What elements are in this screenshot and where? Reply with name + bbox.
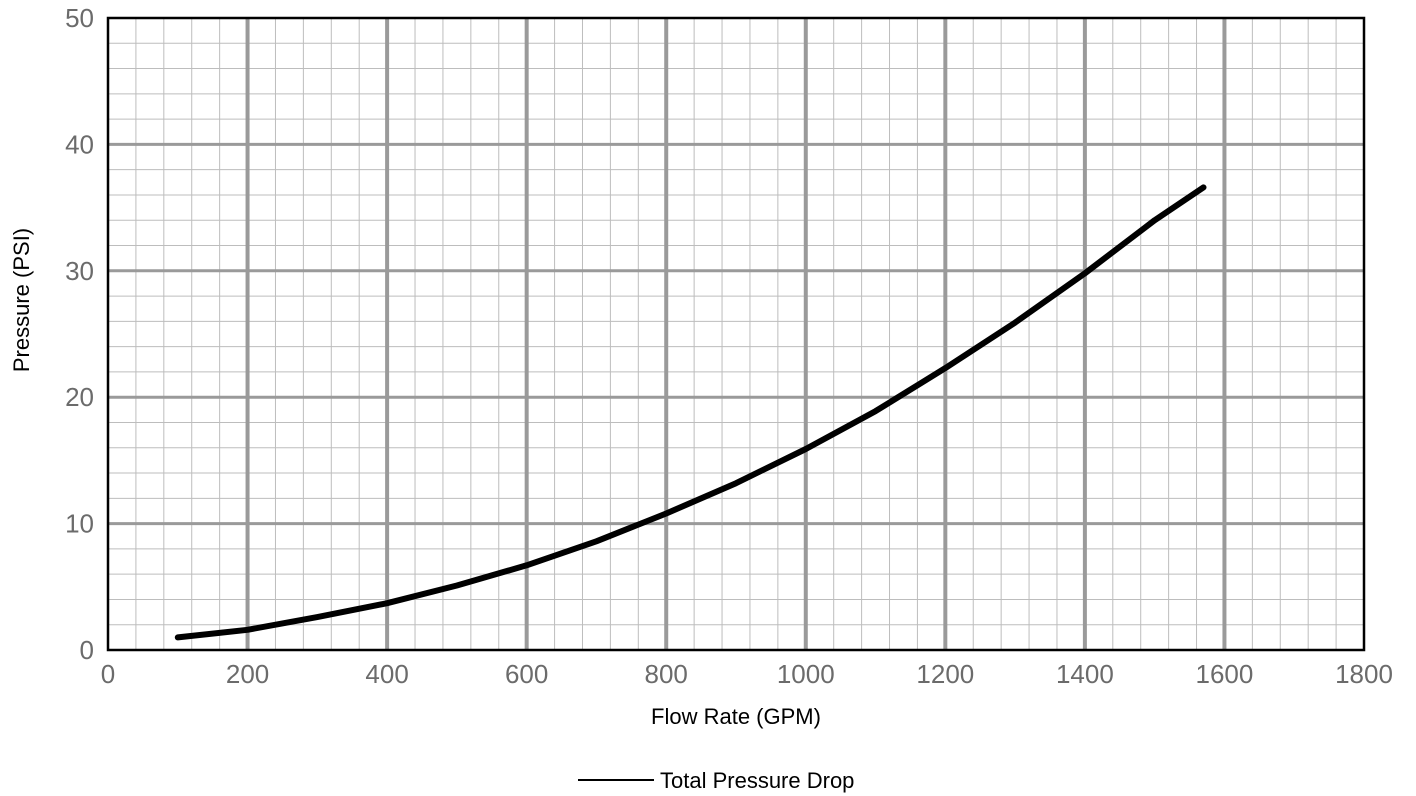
x-tick-labels: 0 200 400 600 800 1000 1200 1400 1600 1800	[101, 659, 1393, 689]
y-tick-label: 10	[65, 509, 94, 539]
x-tick-label: 1800	[1335, 659, 1393, 689]
x-tick-label: 600	[505, 659, 548, 689]
y-tick-label: 20	[65, 382, 94, 412]
series-layer	[174, 184, 1207, 641]
minor-grid	[108, 18, 1364, 650]
series-line-total-pressure-drop	[174, 184, 1207, 641]
y-tick-label: 0	[80, 635, 94, 665]
y-axis-title: Pressure (PSI)	[9, 228, 34, 372]
legend-label: Total Pressure Drop	[660, 768, 854, 793]
major-grid	[108, 18, 1364, 650]
x-tick-label: 0	[101, 659, 115, 689]
x-tick-label: 200	[226, 659, 269, 689]
x-axis-title: Flow Rate (GPM)	[651, 704, 821, 729]
legend: Total Pressure Drop	[578, 768, 854, 793]
plot-frame	[106, 16, 1366, 652]
y-tick-labels: 0 10 20 30 40 50	[65, 3, 94, 665]
x-tick-label: 400	[365, 659, 408, 689]
x-tick-label: 1000	[777, 659, 835, 689]
y-tick-label: 50	[65, 3, 94, 33]
x-tick-label: 1200	[916, 659, 974, 689]
x-tick-label: 1600	[1196, 659, 1254, 689]
x-tick-label: 800	[645, 659, 688, 689]
y-tick-label: 30	[65, 256, 94, 286]
y-tick-label: 40	[65, 129, 94, 159]
x-tick-label: 1400	[1056, 659, 1114, 689]
